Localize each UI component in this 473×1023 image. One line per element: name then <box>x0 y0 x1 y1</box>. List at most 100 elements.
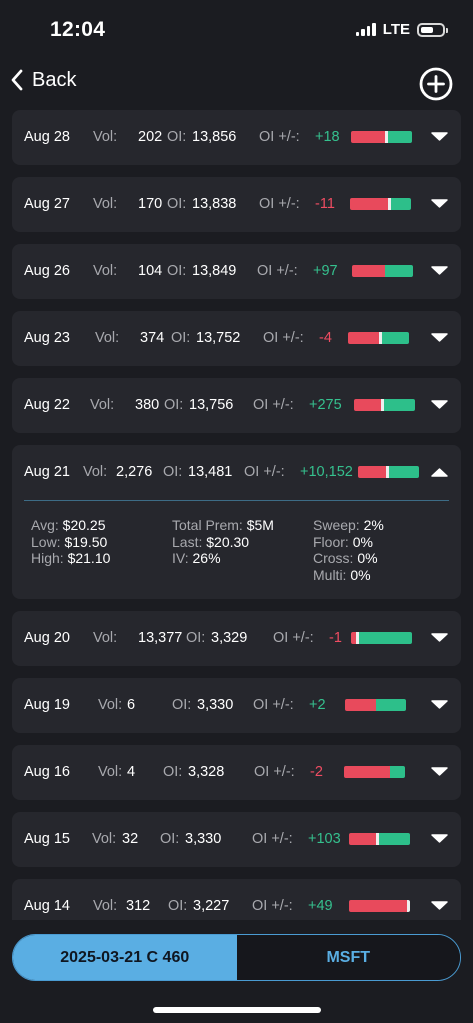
row-date: Aug 14 <box>24 898 70 914</box>
add-button[interactable] <box>419 67 453 106</box>
oi-label: OI: <box>160 831 180 847</box>
detail-multi: Multi: 0% <box>313 566 371 583</box>
oi-value: 13,756 <box>189 397 234 413</box>
oi-value: 3,328 <box>188 764 225 780</box>
oi-change-label: OI +/-: <box>244 464 285 480</box>
oi-change-label: OI +/-: <box>252 898 293 914</box>
oi-value: 3,329 <box>211 630 248 646</box>
oi-change-value: -4 <box>319 330 332 346</box>
oi-change-label: OI +/-: <box>273 630 314 646</box>
chevron-down-icon[interactable] <box>430 900 449 912</box>
day-row-header[interactable]: Aug 23 Vol: 374 OI: 13,752 OI +/-: -4 <box>12 311 461 366</box>
vol-label: Vol: <box>93 196 118 212</box>
nav-bar: Back <box>0 62 473 106</box>
details-divider <box>24 500 449 501</box>
day-card-aug-22[interactable]: Aug 22 Vol: 380 OI: 13,756 OI +/-: +275 <box>12 378 461 433</box>
oi-change-label: OI +/-: <box>253 397 294 413</box>
oi-change-label: OI +/-: <box>254 764 295 780</box>
buy-sell-bar <box>345 699 406 711</box>
oi-change-value: +18 <box>315 129 340 145</box>
oi-change-value: +49 <box>308 898 333 914</box>
oi-label: OI: <box>167 196 187 212</box>
oi-value: 13,856 <box>192 129 237 145</box>
chevron-down-icon[interactable] <box>430 198 449 210</box>
day-card-aug-20[interactable]: Aug 20 Vol: 13,377 OI: 3,329 OI +/-: -1 <box>12 611 461 666</box>
day-card-aug-28[interactable]: Aug 28 Vol: 202 OI: 13,856 OI +/-: +18 <box>12 110 461 165</box>
row-date: Aug 26 <box>24 263 70 279</box>
day-row-header[interactable]: Aug 28 Vol: 202 OI: 13,856 OI +/-: +18 <box>12 110 461 165</box>
day-row-header[interactable]: Aug 15 Vol: 32 OI: 3,330 OI +/-: +103 <box>12 812 461 867</box>
day-details: Avg: $20.25 Low: $19.50 High: $21.10 Tot… <box>12 501 461 599</box>
vol-value: 32 <box>122 831 139 847</box>
chevron-down-icon[interactable] <box>430 766 449 778</box>
buy-sell-bar <box>354 399 415 411</box>
vol-value: 170 <box>138 196 163 212</box>
oi-value: 3,330 <box>185 831 222 847</box>
battery-icon <box>417 22 448 37</box>
chevron-up-icon[interactable] <box>430 466 449 478</box>
day-row-header[interactable]: Aug 26 Vol: 104 OI: 13,849 OI +/-: +97 <box>12 244 461 299</box>
vol-label: Vol: <box>95 330 120 346</box>
day-row-header[interactable]: Aug 21 Vol: 2,276 OI: 13,481 OI +/-: +10… <box>12 445 461 500</box>
oi-change-label: OI +/-: <box>259 196 300 212</box>
vol-label: Vol: <box>98 764 123 780</box>
oi-value: 13,838 <box>192 196 237 212</box>
day-row-header[interactable]: Aug 16 Vol: 4 OI: 3,328 OI +/-: -2 <box>12 745 461 800</box>
chevron-down-icon[interactable] <box>430 833 449 845</box>
oi-change-value: -11 <box>315 196 335 212</box>
oi-change-label: OI +/-: <box>253 697 294 713</box>
day-card-aug-16[interactable]: Aug 16 Vol: 4 OI: 3,328 OI +/-: -2 <box>12 745 461 800</box>
vol-value: 312 <box>126 898 151 914</box>
day-row-header[interactable]: Aug 14 Vol: 312 OI: 3,227 OI +/-: +49 <box>12 879 461 920</box>
daily-activity-list[interactable]: Aug 28 Vol: 202 OI: 13,856 OI +/-: +18 A… <box>12 110 461 920</box>
oi-change-label: OI +/-: <box>259 129 300 145</box>
day-card-aug-19[interactable]: Aug 19 Vol: 6 OI: 3,330 OI +/-: +2 <box>12 678 461 733</box>
detail-iv: IV: 26% <box>172 550 221 566</box>
oi-label: OI: <box>163 464 183 480</box>
chevron-down-icon[interactable] <box>430 131 449 143</box>
day-card-aug-21[interactable]: Aug 21 Vol: 2,276 OI: 13,481 OI +/-: +10… <box>12 445 461 599</box>
vol-label: Vol: <box>83 464 108 480</box>
back-label: Back <box>32 68 77 91</box>
chevron-down-icon[interactable] <box>430 399 449 411</box>
chevron-down-icon[interactable] <box>430 332 449 344</box>
day-card-aug-27[interactable]: Aug 27 Vol: 170 OI: 13,838 OI +/-: -11 <box>12 177 461 232</box>
day-card-aug-23[interactable]: Aug 23 Vol: 374 OI: 13,752 OI +/-: -4 <box>12 311 461 366</box>
oi-label: OI: <box>168 898 188 914</box>
detail-avg: Avg: $20.25 <box>31 517 106 533</box>
day-row-header[interactable]: Aug 22 Vol: 380 OI: 13,756 OI +/-: +275 <box>12 378 461 433</box>
oi-value: 13,752 <box>196 330 241 346</box>
chevron-down-icon[interactable] <box>430 699 449 711</box>
oi-label: OI: <box>172 697 192 713</box>
detail-low: Low: $19.50 <box>31 533 108 550</box>
tab-contract[interactable]: 2025-03-21 C 460 <box>13 935 237 980</box>
oi-label: OI: <box>164 397 184 413</box>
status-icons: LTE <box>355 21 448 38</box>
row-date: Aug 20 <box>24 630 70 646</box>
vol-label: Vol: <box>93 630 118 646</box>
day-row-header[interactable]: Aug 27 Vol: 170 OI: 13,838 OI +/-: -11 <box>12 177 461 232</box>
back-button[interactable]: Back <box>10 68 76 92</box>
tab-ticker[interactable]: MSFT <box>236 935 460 980</box>
oi-value: 13,849 <box>192 263 237 279</box>
detail-floor: Floor: 0% <box>313 533 373 550</box>
day-card-aug-15[interactable]: Aug 15 Vol: 32 OI: 3,330 OI +/-: +103 <box>12 812 461 867</box>
day-row-header[interactable]: Aug 20 Vol: 13,377 OI: 3,329 OI +/-: -1 <box>12 611 461 666</box>
oi-change-value: +10,152 <box>300 464 353 480</box>
detail-cross: Cross: 0% <box>313 550 378 566</box>
oi-change-value: +275 <box>309 397 342 413</box>
vol-label: Vol: <box>90 397 115 413</box>
vol-label: Vol: <box>92 831 117 847</box>
buy-sell-bar <box>349 900 410 912</box>
detail-total-prem: Total Prem: $5M <box>172 517 274 533</box>
vol-value: 4 <box>127 764 136 780</box>
day-card-aug-14[interactable]: Aug 14 Vol: 312 OI: 3,227 OI +/-: +49 <box>12 879 461 920</box>
row-date: Aug 15 <box>24 831 70 847</box>
oi-change-label: OI +/-: <box>263 330 304 346</box>
day-row-header[interactable]: Aug 19 Vol: 6 OI: 3,330 OI +/-: +2 <box>12 678 461 733</box>
chevron-down-icon[interactable] <box>430 265 449 277</box>
oi-change-value: -1 <box>329 630 342 646</box>
chevron-down-icon[interactable] <box>430 632 449 644</box>
day-card-aug-26[interactable]: Aug 26 Vol: 104 OI: 13,849 OI +/-: +97 <box>12 244 461 299</box>
status-bar: 12:04 LTE <box>0 0 473 62</box>
